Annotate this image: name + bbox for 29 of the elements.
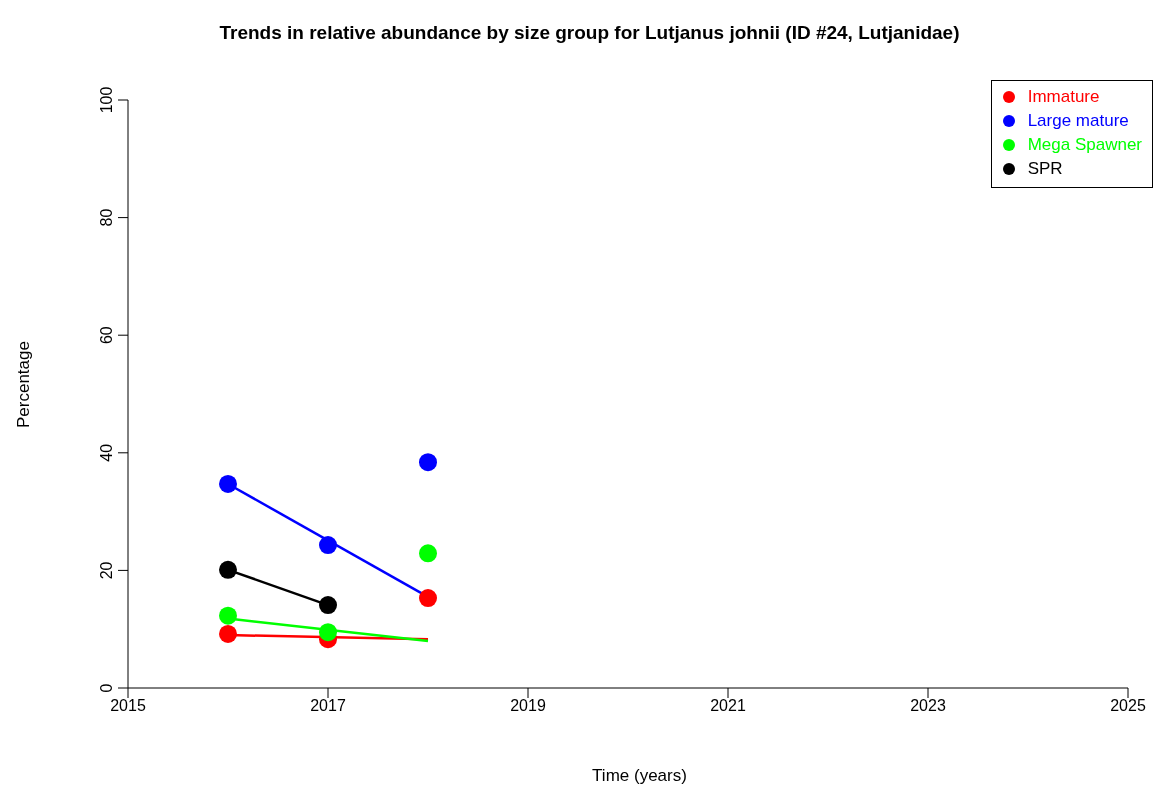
point [219, 560, 237, 579]
legend-label: SPR [1027, 158, 1063, 180]
point [419, 453, 437, 472]
x-tick-label: 2021 [710, 697, 746, 715]
point [219, 624, 237, 643]
y-tick-label: 0 [98, 683, 115, 693]
y-tick-label: 100 [98, 86, 115, 114]
x-tick-label: 2019 [510, 697, 546, 715]
point [319, 596, 337, 615]
y-tick-label: 60 [98, 326, 115, 345]
x-tick-label: 2015 [110, 697, 146, 715]
y-tick-label: 40 [98, 443, 115, 462]
point [219, 474, 237, 493]
legend-label: Large mature [1027, 110, 1129, 132]
point [419, 589, 437, 608]
point [319, 623, 337, 642]
point [319, 536, 337, 555]
y-tick-label: 20 [98, 561, 115, 580]
legend-label: Immature [1027, 86, 1100, 108]
legend-label: Mega Spawner [1027, 134, 1142, 156]
y-tick-label: 80 [98, 208, 115, 227]
y-axis-title: Percentage [14, 341, 33, 428]
x-tick-label: 2023 [910, 697, 946, 715]
chart-title: Trends in relative abundance by size group for Lutjanus johnii (ID #24, Lutjanidae) [218, 22, 961, 44]
x-axis-title: Time (years) [591, 766, 688, 786]
point [219, 606, 237, 625]
x-tick-label: 2017 [310, 697, 346, 715]
point [419, 544, 437, 563]
x-tick-label: 2025 [1110, 697, 1146, 715]
